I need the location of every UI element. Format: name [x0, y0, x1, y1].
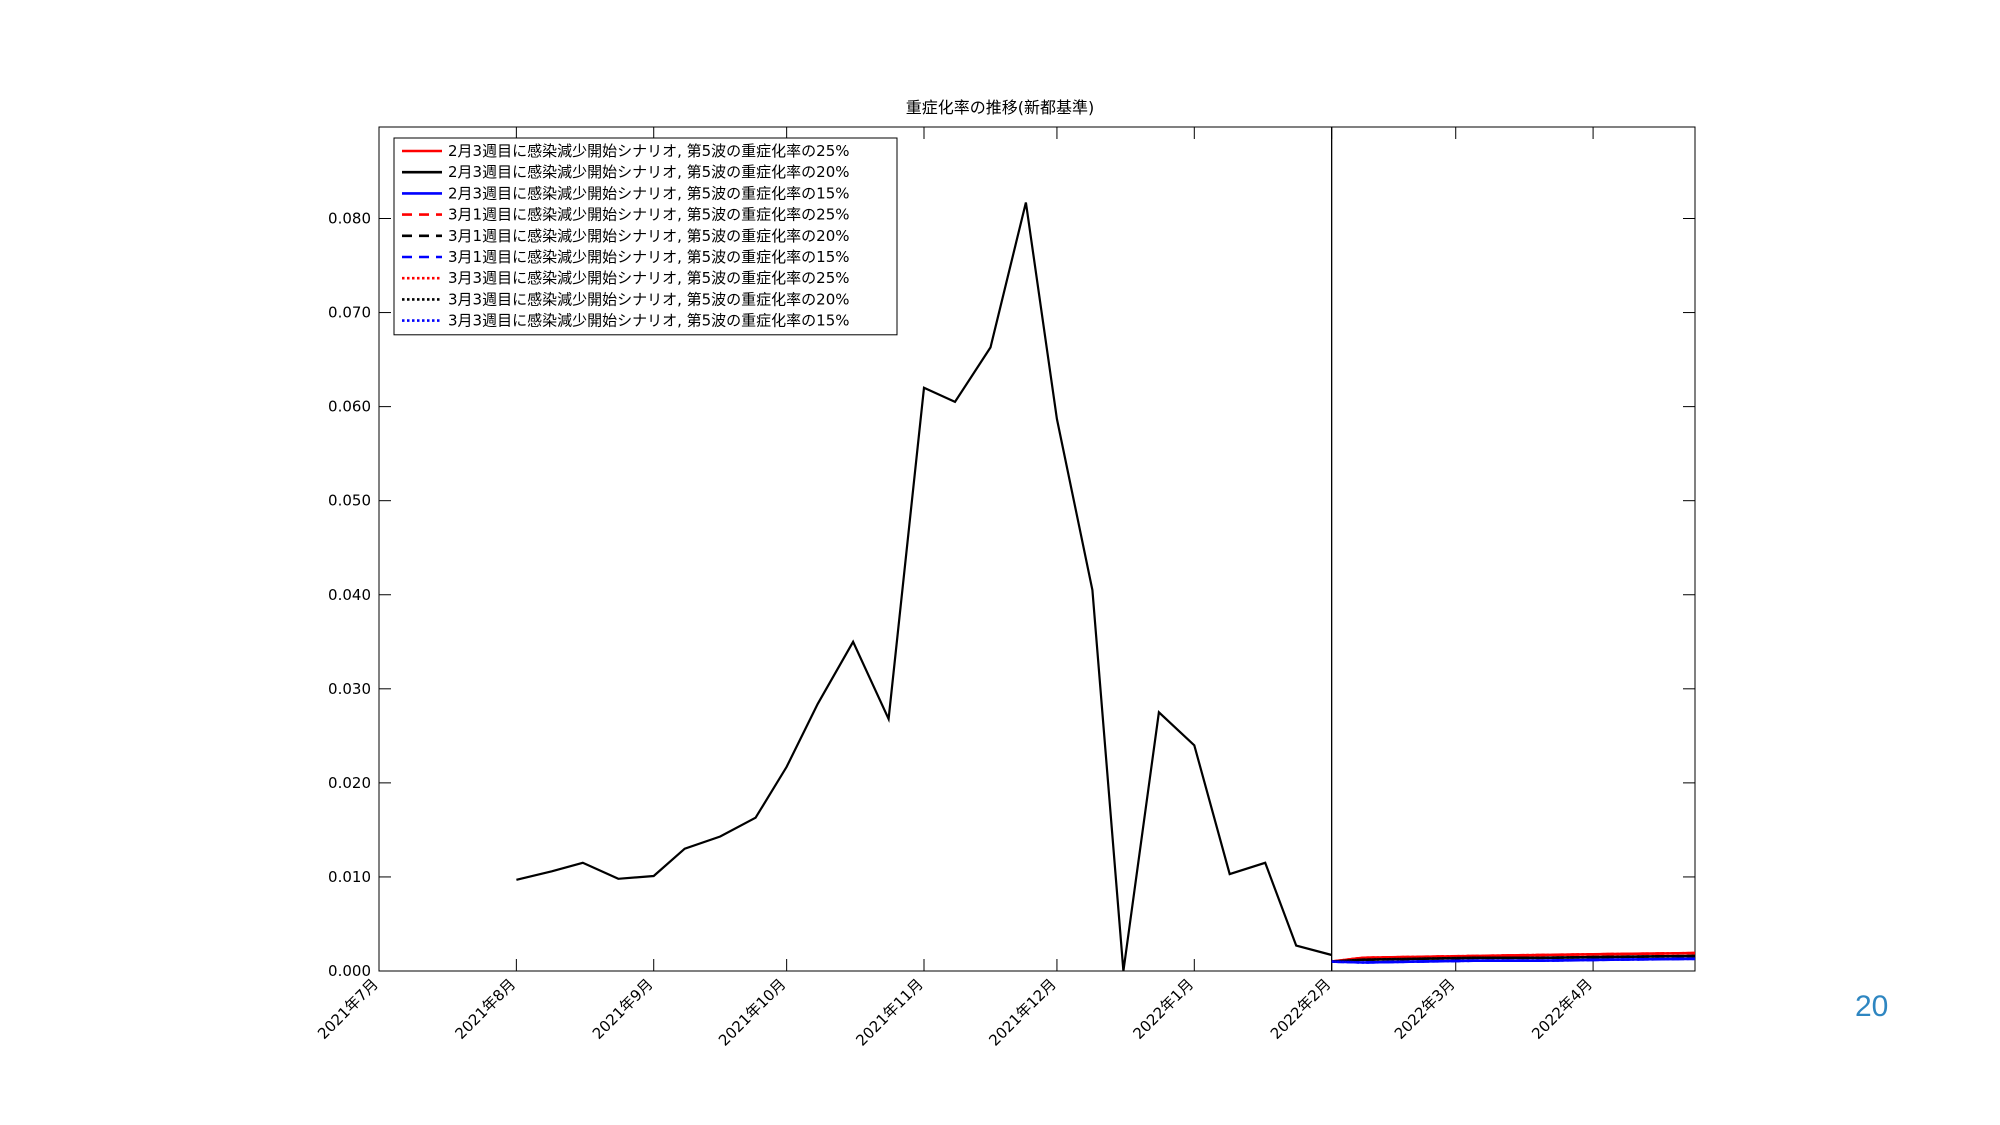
y-tick-label: 0.010: [328, 868, 371, 886]
legend-label: 3月3週目に感染減少開始シナリオ, 第5波の重症化率の25%: [448, 269, 850, 287]
series-line-8: [1331, 954, 1696, 963]
y-tick-label: 0.000: [328, 962, 371, 980]
series-line-9: [1331, 957, 1696, 964]
legend-label: 3月3週目に感染減少開始シナリオ, 第5波の重症化率の15%: [448, 312, 850, 330]
y-tick-label: 0.040: [328, 586, 371, 604]
x-tick-label: 2022年3月: [1391, 975, 1459, 1043]
legend: 2月3週目に感染減少開始シナリオ, 第5波の重症化率の25% 2月3週目に感染減少…: [393, 137, 898, 336]
y-tick-label: 0.050: [328, 492, 371, 510]
x-tick-label: 2021年7月: [314, 975, 382, 1043]
page-number: 20: [1855, 990, 1889, 1023]
x-tick-label: 2022年2月: [1267, 975, 1335, 1043]
x-tick-label: 2021年12月: [985, 975, 1059, 1049]
y-tick-label: 0.070: [328, 304, 371, 322]
x-tick-label: 2022年1月: [1129, 975, 1197, 1043]
y-tick-label: 0.030: [328, 680, 371, 698]
plot-area: [378, 126, 1696, 972]
x-tick-label: 2021年10月: [715, 975, 789, 1049]
legend-label: 3月1週目に感染減少開始シナリオ, 第5波の重症化率の15%: [448, 248, 850, 266]
x-tick-label: 2021年11月: [852, 975, 926, 1049]
legend-label: 3月1週目に感染減少開始シナリオ, 第5波の重症化率の25%: [448, 206, 850, 224]
y-tick-label: 0.060: [328, 398, 371, 416]
series-layer: [516, 127, 1696, 972]
legend-label: 2月3週目に感染減少開始シナリオ, 第5波の重症化率の15%: [448, 184, 850, 202]
y-tick-label: 0.080: [328, 210, 371, 228]
legend-label: 3月3週目に感染減少開始シナリオ, 第5波の重症化率の20%: [448, 290, 850, 308]
y-axis: 0.000 0.010 0.020 0.030 0.040 0.050 0.060 0.070…: [328, 210, 1695, 980]
legend-label: 2月3週目に感染減少開始シナリオ, 第5波の重症化率の25%: [448, 142, 850, 160]
legend-box: [393, 137, 898, 336]
x-tick-label: 2021年9月: [589, 975, 657, 1043]
observed-line: [516, 202, 1332, 972]
x-tick-label: 2021年8月: [452, 975, 520, 1043]
y-tick-label: 0.020: [328, 774, 371, 792]
x-tick-label: 2022年4月: [1528, 975, 1596, 1043]
legend-label: 2月3週目に感染減少開始シナリオ, 第5波の重症化率の20%: [448, 163, 850, 181]
chart-title: 重症化率の推移(新都基準): [906, 98, 1095, 117]
legend-label: 3月1週目に感染減少開始シナリオ, 第5波の重症化率の20%: [448, 227, 850, 245]
series-line-7: [1331, 951, 1696, 963]
